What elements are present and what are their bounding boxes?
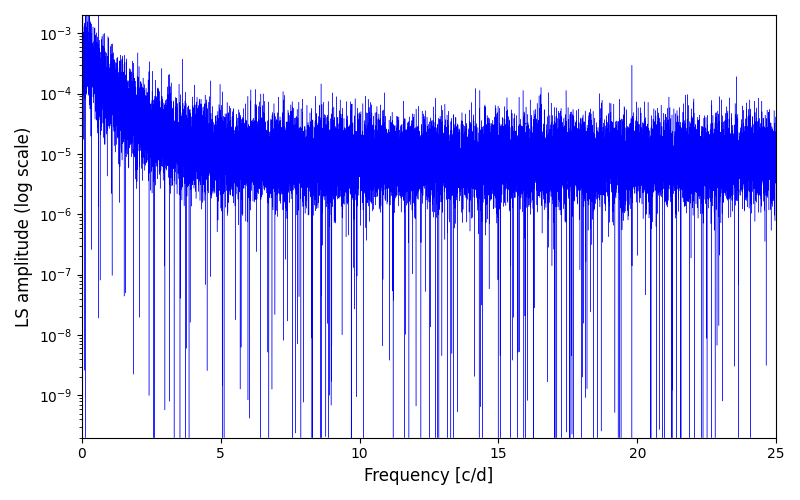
X-axis label: Frequency [c/d]: Frequency [c/d]: [364, 467, 494, 485]
Y-axis label: LS amplitude (log scale): LS amplitude (log scale): [15, 126, 33, 326]
